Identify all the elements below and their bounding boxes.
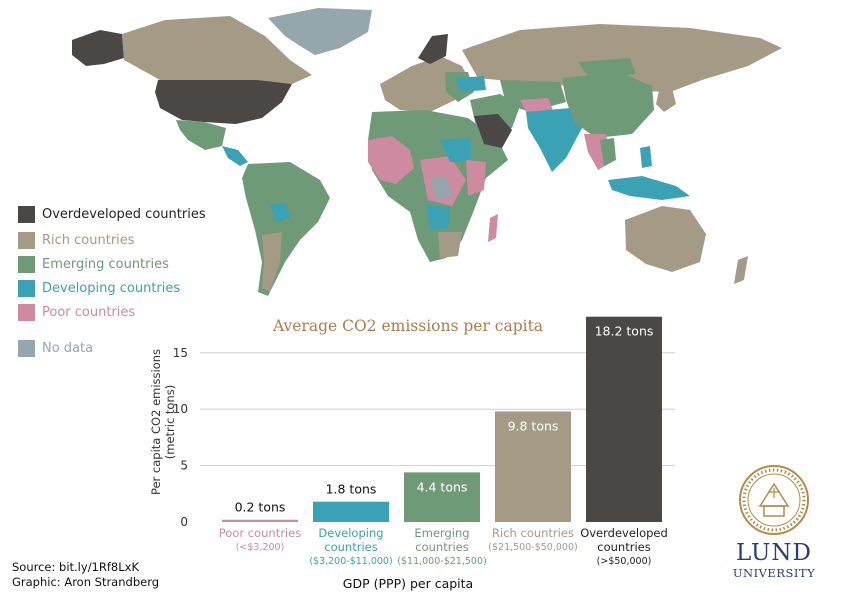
university-seal-icon: [739, 465, 809, 535]
map-scandinavia: [418, 34, 448, 64]
lund-university-logo: LUND UNIVERSITY: [726, 462, 822, 582]
chart-title: Average CO2 emissions per capita: [272, 317, 543, 335]
map-australia: [625, 206, 706, 272]
map-bolivia: [270, 203, 290, 222]
map-china: [562, 72, 654, 138]
map-india: [526, 108, 582, 172]
map-thailand: [600, 138, 616, 166]
legend-label-overdeveloped: Overdeveloped countries: [42, 207, 206, 222]
bar-poor: [222, 519, 298, 522]
map-mongolia: [578, 58, 636, 80]
map-philippines: [640, 146, 652, 168]
map-west-africa: [368, 136, 414, 184]
map-europe: [380, 56, 470, 112]
map-greenland: [268, 8, 372, 55]
y-tick-label-15: 15: [173, 346, 188, 360]
legend-swatch-emerging: [18, 256, 35, 273]
legend-label-emerging: Emerging countries: [42, 257, 169, 272]
map-southern-africa: [438, 232, 462, 258]
map-russia: [462, 24, 782, 92]
map-canada: [122, 16, 312, 84]
legend-swatch-rich: [18, 232, 35, 249]
legend-label-developing: Developing countries: [42, 281, 181, 296]
bar-rich: [495, 411, 571, 522]
value-label-poor: 0.2 tons: [235, 500, 286, 515]
legend-label-poor: Poor countries: [42, 305, 136, 320]
category-name-line: Overdeveloped: [580, 526, 668, 540]
category-name-line: Rich countries: [492, 526, 574, 540]
category-label-rich: Rich countries ($21,500-$50,000): [488, 526, 577, 553]
category-range: (<$3,200): [236, 542, 285, 553]
map-alaska: [72, 30, 124, 66]
category-range: ($11,000-$21,500): [397, 556, 486, 567]
category-name-line: Developing: [318, 526, 383, 540]
legend-swatch-overdeveloped: [18, 206, 35, 223]
bar-overdeveloped: [586, 316, 662, 522]
legend-swatch-developing: [18, 280, 35, 297]
map-east-africa: [466, 160, 486, 196]
bar-emerging: [404, 472, 480, 522]
logo-subname: UNIVERSITY: [732, 566, 816, 580]
category-label-developing: Developing countries ($3,200-$11,000): [309, 526, 392, 567]
source-note: Source: bit.ly/1Rf8LxK: [12, 560, 139, 574]
map-turkey: [456, 76, 486, 92]
map-indonesia: [608, 176, 690, 200]
category-label-poor: Poor countries (<$3,200): [219, 526, 301, 553]
category-label-emerging: Emerging countries ($11,000-$21,500): [397, 526, 486, 567]
category-name-line: Poor countries: [219, 526, 301, 540]
map-nodata-africa: [430, 176, 452, 200]
value-label-rich: 9.8 tons: [508, 418, 559, 433]
legend-label-no-data: No data: [42, 341, 94, 356]
map-central-america: [222, 146, 248, 166]
value-label-developing: 1.8 tons: [326, 482, 377, 497]
graphic-credit: Graphic: Aron Strandberg: [12, 575, 160, 589]
world-map: [72, 8, 782, 296]
legend-swatch-poor: [18, 304, 35, 321]
category-name-line: countries: [324, 540, 377, 554]
map-sudan: [440, 138, 472, 162]
category-range: (>$50,000): [597, 556, 652, 567]
category-name-line: countries: [597, 540, 650, 554]
legend-label-rich: Rich countries: [42, 233, 135, 248]
y-axis-label-line: (metric tons): [163, 385, 177, 460]
map-angola: [426, 204, 450, 230]
legend-swatch-no-data: [18, 340, 35, 357]
y-tick-label-10: 10: [173, 402, 188, 416]
y-tick-label-0: 0: [180, 515, 188, 529]
y-axis-label-line: Per capita CO2 emissions: [149, 349, 163, 495]
value-label-emerging: 4.4 tons: [417, 479, 468, 494]
map-japan: [656, 80, 676, 112]
bar-developing: [313, 501, 389, 522]
map-saudi-arabia: [474, 114, 512, 148]
category-range: ($21,500-$50,000): [488, 542, 577, 553]
map-usa: [155, 80, 292, 124]
map-argentina: [262, 232, 282, 292]
category-name-line: Emerging: [414, 526, 469, 540]
map-mexico: [176, 120, 226, 150]
logo-name: LUND: [736, 540, 812, 566]
y-tick-label-5: 5: [180, 459, 188, 473]
y-axis-label: Per capita CO2 emissions(metric tons): [149, 349, 177, 495]
value-label-overdeveloped: 18.2 tons: [595, 324, 654, 339]
x-axis-label: GDP (PPP) per capita: [343, 576, 473, 591]
map-madagascar: [488, 214, 498, 242]
category-name-line: countries: [415, 540, 468, 554]
category-label-overdeveloped: Overdeveloped countries (>$50,000): [580, 526, 668, 567]
category-range: ($3,200-$11,000): [309, 556, 392, 567]
map-new-zealand: [734, 256, 748, 284]
